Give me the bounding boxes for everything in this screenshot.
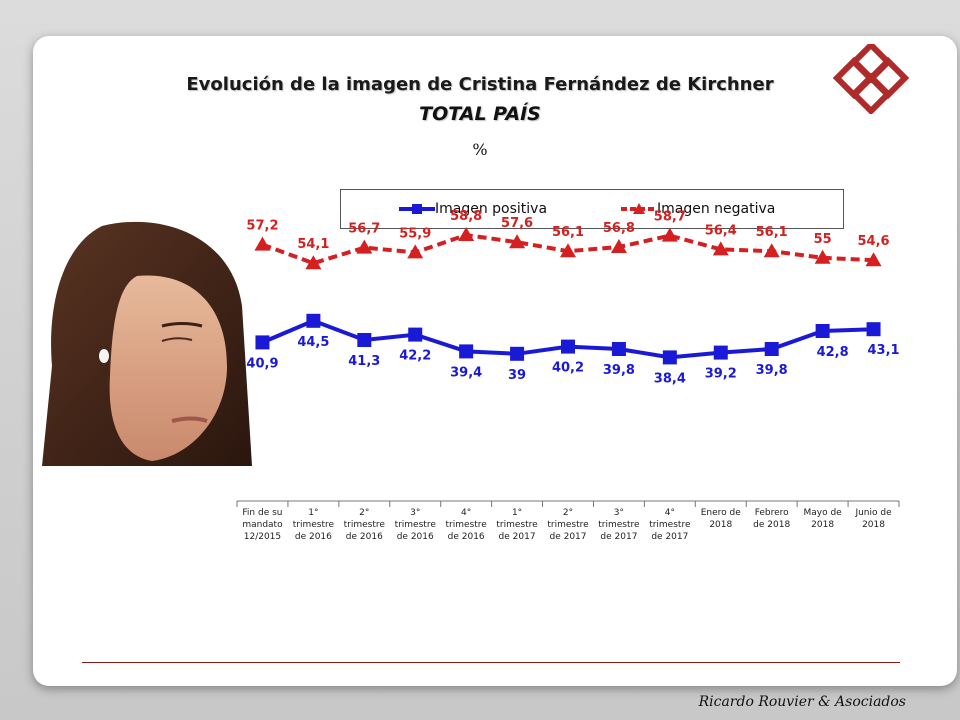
negative-data-label: 56,1	[552, 225, 584, 240]
x-tick-label: Enero de 2018	[700, 508, 741, 530]
positive-marker	[662, 350, 677, 365]
negative-marker	[814, 249, 831, 264]
portrait-photo	[42, 216, 252, 466]
negative-data-label: 56,8	[603, 221, 635, 236]
positive-marker	[561, 339, 575, 354]
x-tick-label: Mayo de 2018	[803, 508, 842, 530]
positive-marker	[510, 346, 525, 361]
negative-marker	[356, 239, 373, 254]
positive-data-label: 44,5	[297, 335, 329, 350]
negative-data-label: 54,1	[297, 237, 329, 252]
x-tick-label: 1° trimestre de 2016	[292, 508, 335, 542]
negative-data-label: 55,9	[399, 226, 431, 241]
positive-data-label: 41,3	[348, 354, 380, 369]
chart-subtitle: TOTAL PAÍS	[419, 103, 541, 125]
negative-data-label: 57,6	[501, 216, 533, 231]
positive-marker	[866, 322, 881, 337]
negative-marker	[763, 243, 780, 258]
legend-label-negative: Imagen negativa	[657, 201, 776, 217]
positive-data-label: 39,8	[756, 363, 788, 378]
legend-swatch-positive	[399, 204, 435, 214]
negative-data-label: 56,1	[756, 225, 788, 240]
negative-marker	[254, 236, 271, 251]
negative-data-label: 55	[814, 232, 832, 247]
unit-label: %	[472, 140, 488, 159]
x-tick-label: 2° trimestre de 2016	[343, 508, 385, 542]
x-tick-label: 3° trimestre de 2017	[598, 508, 640, 542]
negative-marker	[509, 234, 526, 249]
negative-marker	[865, 252, 882, 267]
positive-data-label: 39,8	[603, 363, 635, 378]
negative-data-label: 54,6	[857, 234, 889, 249]
legend-swatch-negative	[621, 203, 657, 214]
positive-data-label: 43,1	[867, 343, 899, 358]
footer-divider	[82, 662, 900, 663]
negative-marker	[560, 243, 576, 258]
positive-marker	[713, 345, 728, 360]
positive-data-label: 38,4	[654, 371, 686, 386]
positive-data-label: 40,2	[552, 361, 584, 376]
negative-data-label: 58,8	[450, 209, 482, 224]
x-tick-label: 2° trimestre de 2017	[547, 508, 589, 542]
positive-marker	[459, 344, 474, 359]
positive-data-label: 39,2	[705, 367, 737, 382]
x-tick-label: 4° trimestre de 2016	[445, 508, 487, 542]
positive-data-label: 40,9	[246, 356, 278, 371]
positive-data-label: 39,4	[450, 365, 482, 380]
positive-data-label: 42,2	[399, 349, 431, 364]
negative-data-label: 56,7	[348, 222, 380, 237]
x-tick-label: 1° trimestre de 2017	[496, 508, 538, 542]
company-logo	[832, 44, 910, 114]
positive-marker	[357, 333, 372, 347]
positive-marker	[764, 342, 779, 356]
positive-marker	[306, 313, 321, 328]
positive-data-label: 39	[508, 368, 526, 383]
chart-legend: Imagen positiva Imagen negativa	[340, 189, 844, 229]
positive-marker	[815, 324, 830, 338]
x-tick-label: 3° trimestre de 2016	[394, 508, 436, 542]
negative-data-label: 58,7	[654, 210, 686, 225]
positive-data-label: 42,8	[817, 345, 849, 360]
footer-credit: Ricardo Rouvier & Asociados	[698, 694, 906, 710]
x-tick-label: Junio de 2018	[855, 508, 892, 530]
x-tick-label: Febrero de 2018	[753, 508, 791, 530]
chart-title: Evolución de la imagen de Cristina Ferná…	[186, 74, 774, 95]
negative-data-label: 57,2	[246, 219, 278, 234]
negative-marker	[661, 227, 678, 242]
negative-marker	[712, 241, 729, 256]
x-tick-label: Fin de su mandato 12/2015	[242, 508, 283, 542]
positive-marker	[611, 342, 626, 356]
x-tick-label: 4° trimestre de 2017	[649, 508, 691, 542]
negative-marker	[610, 239, 627, 253]
positive-marker	[255, 335, 270, 350]
positive-marker	[408, 327, 423, 342]
legend-label-positive: Imagen positiva	[435, 201, 548, 217]
negative-marker	[407, 244, 424, 259]
negative-marker	[305, 255, 322, 270]
negative-marker	[458, 227, 475, 241]
negative-data-label: 56,4	[705, 223, 737, 238]
